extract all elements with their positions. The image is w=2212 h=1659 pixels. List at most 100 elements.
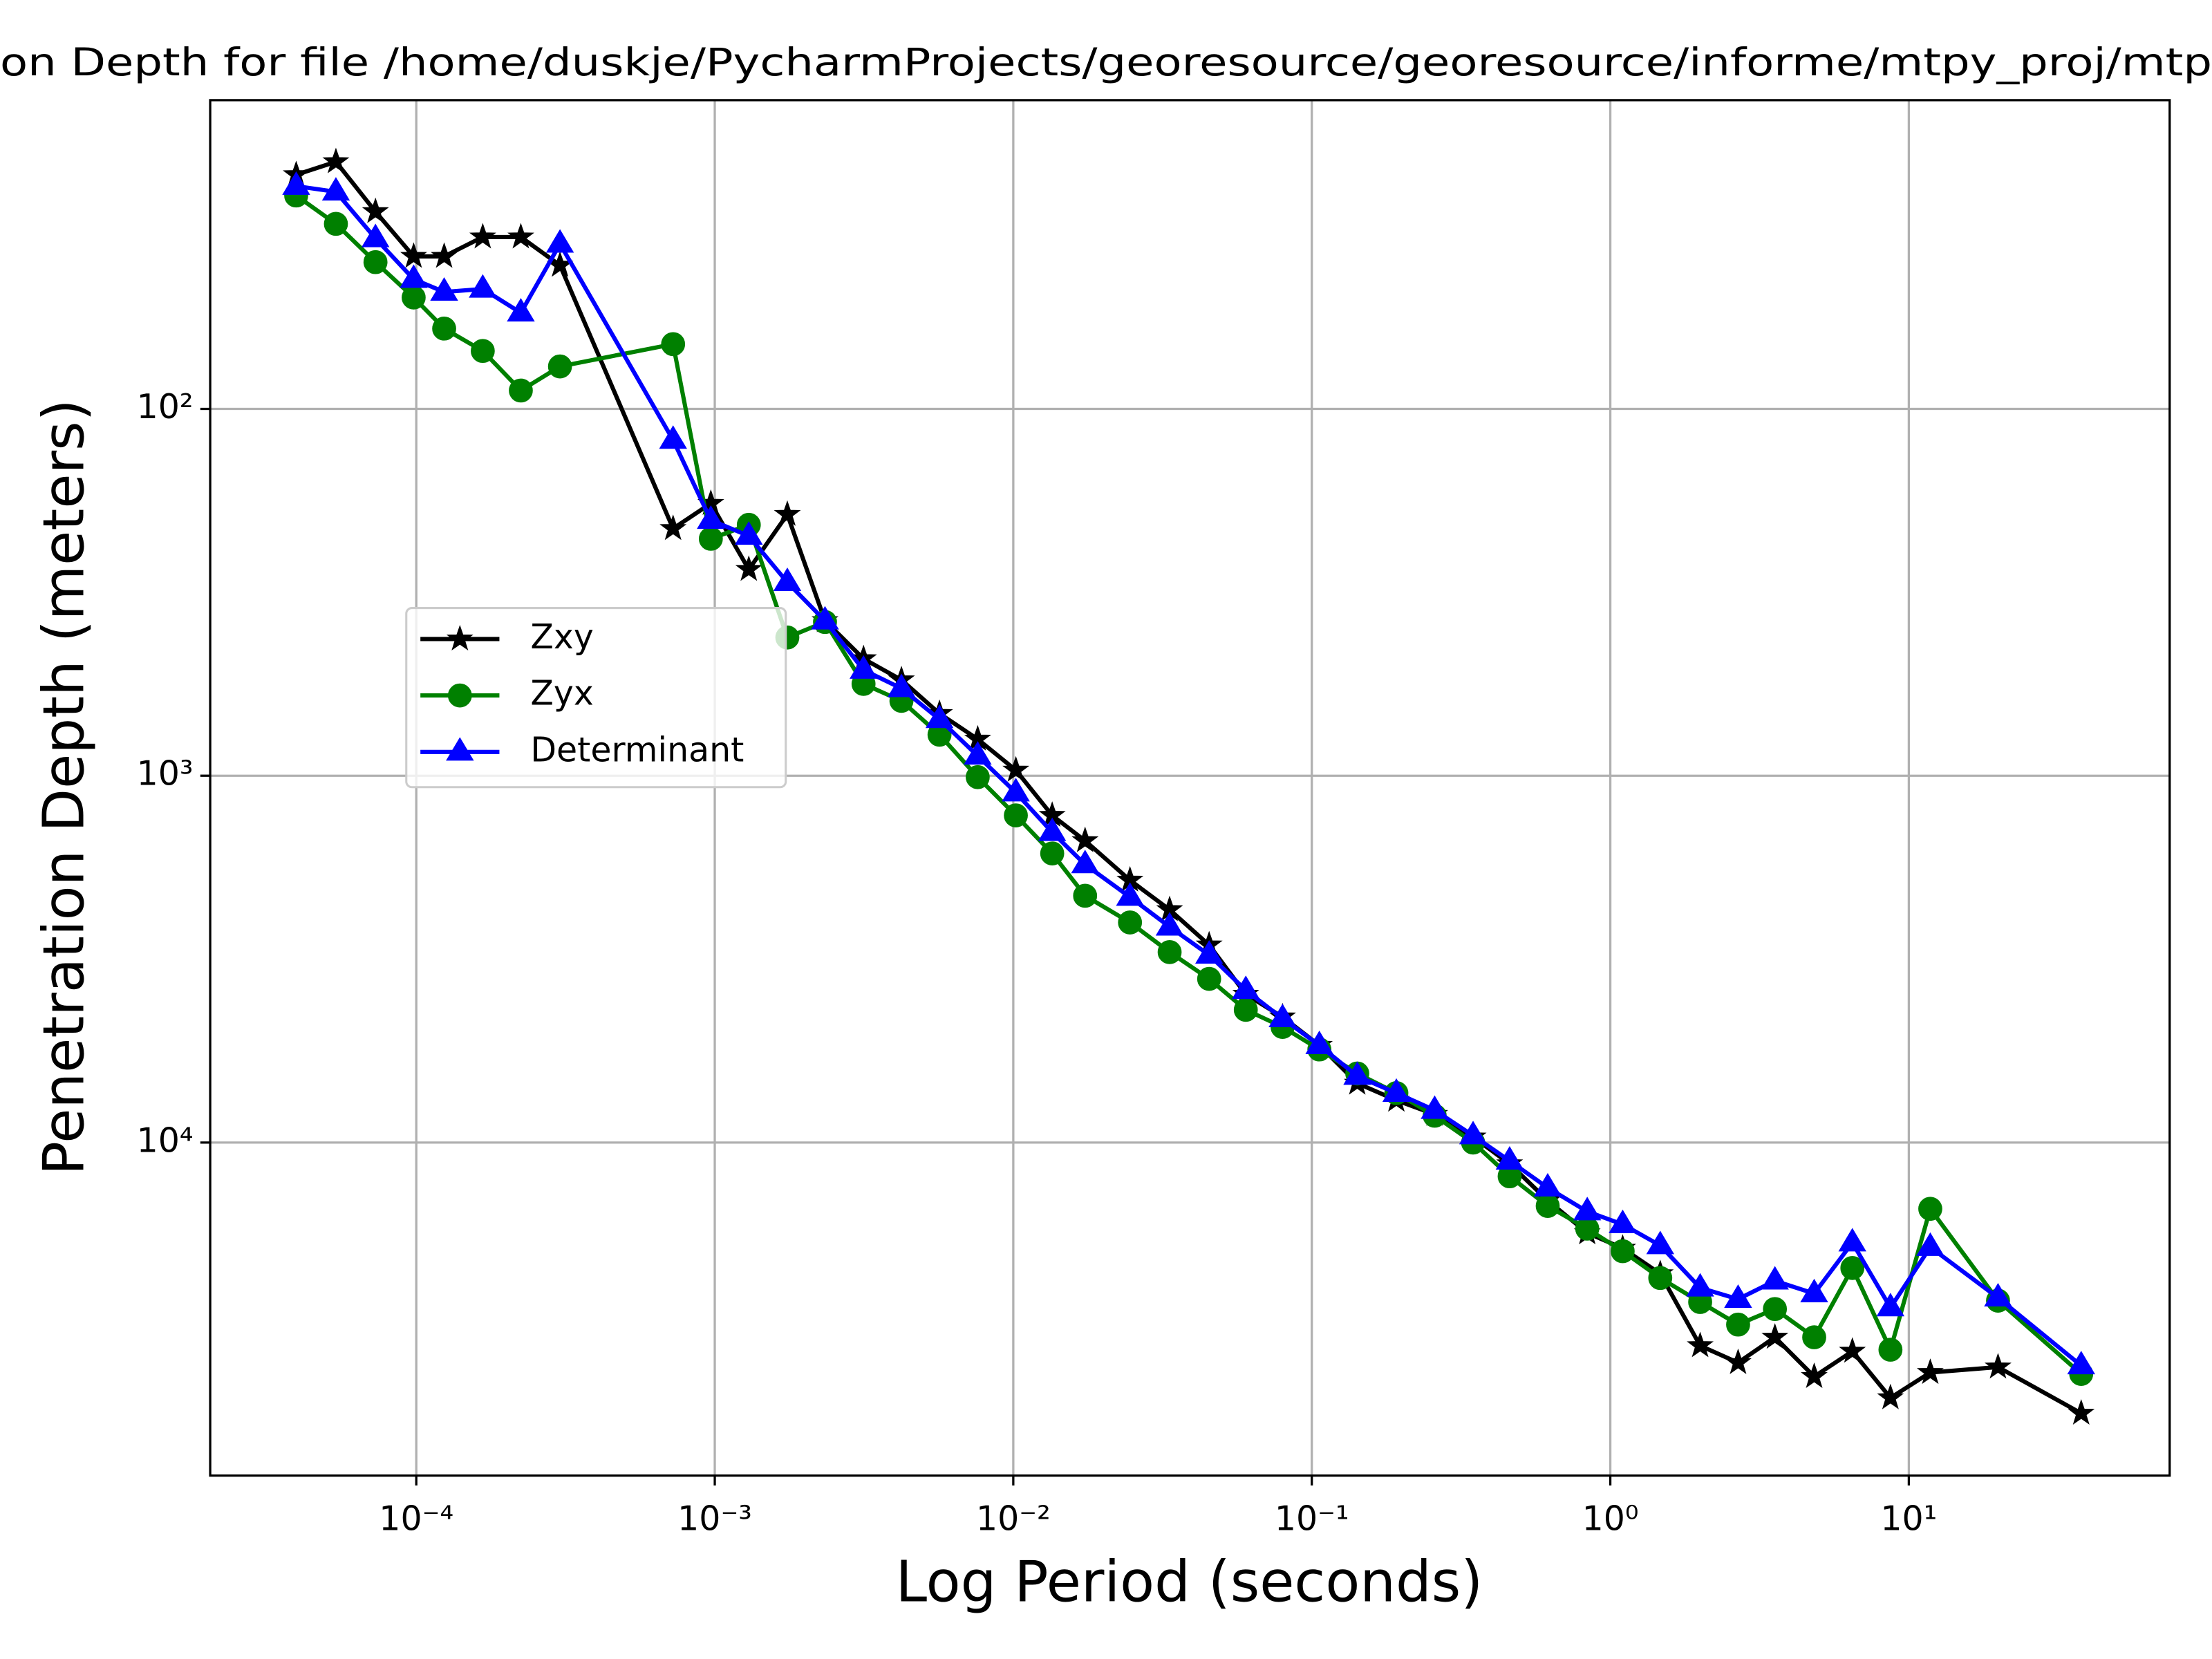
data-point: [1459, 1121, 1488, 1145]
data-point: [547, 354, 572, 379]
data-point: [1268, 1004, 1297, 1028]
data-point: [431, 242, 458, 268]
x-tick-label: 10⁻¹: [1275, 1499, 1349, 1539]
data-point: [1155, 912, 1184, 936]
x-tick-label: 10⁻⁴: [379, 1499, 453, 1539]
data-point: [1038, 817, 1067, 841]
data-point: [1763, 1297, 1788, 1322]
x-tick-label: 10⁰: [1582, 1499, 1639, 1539]
data-point: [430, 276, 458, 301]
data-point: [964, 741, 992, 765]
data-point: [282, 171, 310, 195]
chart-title: on Depth for file /home/duskje/PycharmPr…: [0, 40, 2212, 84]
data-point: [361, 223, 390, 247]
legend-marker: [447, 683, 472, 708]
data-point: [1646, 1230, 1675, 1255]
data-point: [471, 339, 495, 364]
data-point: [1573, 1197, 1602, 1221]
data-point: [1040, 841, 1065, 866]
data-point: [1800, 1278, 1828, 1302]
data-point: [697, 505, 725, 529]
data-point: [850, 655, 878, 679]
data-point: [735, 555, 762, 581]
y-tick-label: 10³: [137, 754, 194, 794]
data-point: [1838, 1228, 1866, 1252]
data-point: [1611, 1239, 1635, 1264]
data-point: [1840, 1256, 1865, 1280]
data-point: [2067, 1351, 2095, 1375]
data-point: [1984, 1353, 2012, 1379]
data-point: [1495, 1146, 1524, 1170]
data-point: [1802, 1325, 1826, 1349]
data-point: [1724, 1284, 1752, 1309]
data-point: [773, 568, 802, 592]
data-point: [1071, 826, 1099, 852]
data-point: [1004, 803, 1028, 827]
data-point: [1343, 1061, 1371, 1085]
plot-frame: [209, 99, 2171, 1477]
data-point: [324, 212, 348, 236]
data-point: [1761, 1266, 1789, 1290]
data-point: [661, 332, 686, 357]
data-point: [1839, 1337, 1866, 1363]
data-point: [811, 606, 839, 630]
data-point: [1918, 1197, 1942, 1221]
data-point: [322, 147, 350, 174]
data-point: [1533, 1172, 1562, 1197]
data-point: [1916, 1358, 1944, 1385]
data-point: [1877, 1383, 1904, 1409]
data-point: [1118, 910, 1143, 935]
legend-label: Zyx: [530, 674, 594, 713]
legend-label: Determinant: [530, 730, 744, 769]
data-point: [1916, 1232, 1944, 1256]
data-point: [659, 425, 687, 449]
data-point: [1305, 1030, 1333, 1054]
data-point: [966, 765, 990, 789]
data-point: [735, 521, 763, 545]
data-point: [469, 223, 496, 249]
x-tick-label: 10⁻³: [677, 1499, 752, 1539]
data-point: [1382, 1078, 1411, 1102]
data-point: [1002, 778, 1030, 802]
data-point: [1197, 966, 1221, 991]
data-point: [1002, 756, 1030, 782]
data-point: [925, 704, 954, 729]
data-point: [507, 223, 534, 249]
y-axis-label: Penetration Depth (meters): [31, 399, 97, 1175]
data-point: [1073, 883, 1098, 908]
data-point: [2068, 1399, 2095, 1425]
data-point: [507, 298, 535, 322]
data-point: [1724, 1348, 1752, 1374]
data-point: [545, 229, 574, 253]
legend: Zxy Zyx Determinant: [405, 607, 787, 789]
data-point: [887, 673, 916, 697]
x-axis-label: Log Period (seconds): [896, 1549, 1483, 1615]
data-point: [1535, 1194, 1560, 1218]
data-point: [659, 514, 687, 541]
data-point: [1232, 975, 1260, 1000]
data-point: [402, 285, 426, 310]
data-point: [698, 527, 723, 551]
data-point: [321, 177, 350, 201]
data-point: [1687, 1331, 1714, 1358]
data-point: [362, 197, 389, 223]
data-point: [1801, 1362, 1828, 1388]
y-tick-label: 10⁴: [137, 1121, 194, 1160]
data-point: [1648, 1266, 1673, 1291]
data-point: [432, 316, 456, 341]
y-tick-label: 10²: [137, 387, 194, 427]
data-point: [1116, 882, 1144, 906]
legend-label: Zxy: [530, 617, 594, 657]
data-point: [1726, 1312, 1750, 1337]
data-point: [469, 274, 497, 298]
data-point: [774, 500, 801, 526]
data-point: [1233, 997, 1258, 1022]
data-point: [1157, 940, 1182, 964]
legend-marker: [446, 737, 474, 761]
data-point: [1421, 1095, 1449, 1119]
x-tick-label: 10⁻²: [976, 1499, 1051, 1539]
legend-frame: [405, 607, 787, 789]
x-tick-label: 10¹: [1880, 1499, 1937, 1539]
